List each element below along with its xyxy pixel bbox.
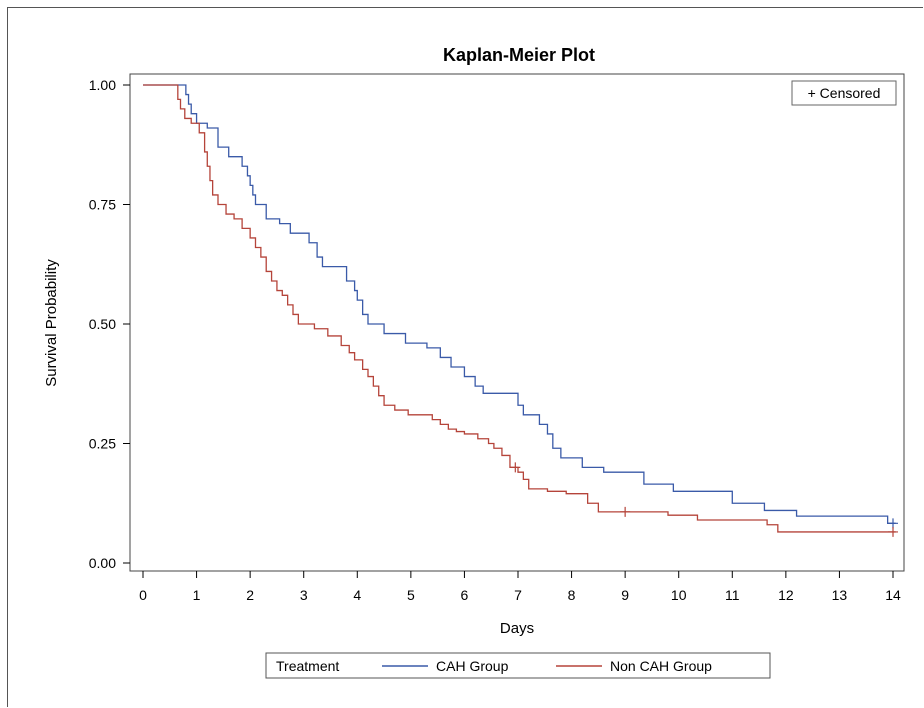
x-tick-label: 14 bbox=[885, 587, 901, 603]
legend-title: Treatment bbox=[276, 658, 339, 674]
x-tick-label: 2 bbox=[246, 587, 254, 603]
legend-label-0: CAH Group bbox=[436, 658, 509, 674]
x-tick-label: 0 bbox=[139, 587, 147, 603]
y-tick-label: 0.75 bbox=[89, 197, 116, 213]
x-tick-label: 4 bbox=[353, 587, 361, 603]
x-tick-label: 1 bbox=[193, 587, 201, 603]
treatment-legend-box bbox=[265, 652, 771, 679]
censored-legend-box bbox=[791, 80, 897, 106]
x-tick-label: 5 bbox=[407, 587, 415, 603]
chart-title: Kaplan-Meier Plot bbox=[443, 45, 595, 65]
x-axis-label: Days bbox=[500, 620, 534, 637]
y-tick-label: 1.00 bbox=[89, 77, 116, 93]
y-axis: 0.00 0.25 0.50 0.75 1.00 bbox=[89, 77, 130, 571]
x-axis: 0 1 2 3 4 5 6 7 8 9 10 11 12 13 14 bbox=[139, 571, 901, 603]
y-tick-label: 0.00 bbox=[89, 555, 116, 571]
x-tick-label: 9 bbox=[621, 587, 629, 603]
x-tick-label: 3 bbox=[300, 587, 308, 603]
treatment-legend: Treatment CAH Group Non CAH Group bbox=[265, 652, 771, 679]
x-tick-label: 8 bbox=[568, 587, 576, 603]
plot-frame bbox=[7, 7, 923, 707]
censor-marks bbox=[510, 462, 898, 537]
censor-mark bbox=[888, 526, 898, 537]
y-tick-label: 0.25 bbox=[89, 436, 116, 452]
censored-legend-text: + Censored bbox=[808, 85, 881, 101]
x-tick-label: 11 bbox=[725, 587, 740, 603]
legend-label-1: Non CAH Group bbox=[610, 658, 712, 674]
censored-legend: + Censored bbox=[791, 80, 897, 106]
plot-area-border bbox=[129, 73, 905, 572]
y-axis-label: Survival Probability bbox=[43, 259, 60, 387]
x-tick-label: 7 bbox=[514, 587, 522, 603]
censor-mark bbox=[510, 462, 521, 473]
x-tick-label: 6 bbox=[461, 587, 469, 603]
x-tick-label: 13 bbox=[832, 587, 848, 603]
series-line-0 bbox=[143, 84, 896, 524]
series-line-1 bbox=[143, 84, 896, 533]
x-tick-label: 10 bbox=[671, 587, 687, 603]
censor-mark bbox=[620, 506, 631, 517]
censor-mark bbox=[888, 518, 898, 529]
x-tick-label: 12 bbox=[778, 587, 794, 603]
survival-curves bbox=[143, 84, 896, 533]
y-tick-label: 0.50 bbox=[89, 316, 116, 332]
